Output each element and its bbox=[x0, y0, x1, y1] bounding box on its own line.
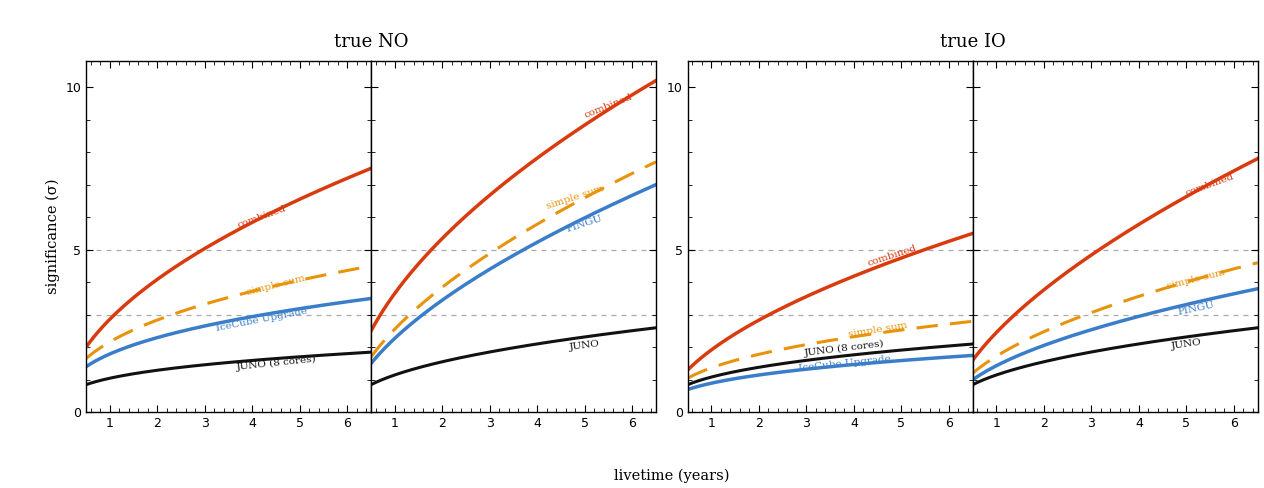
Text: combined: combined bbox=[1184, 172, 1236, 198]
Text: PINGU: PINGU bbox=[566, 214, 604, 234]
Y-axis label: significance (σ): significance (σ) bbox=[46, 179, 59, 294]
Text: combined: combined bbox=[866, 244, 918, 268]
Text: true IO: true IO bbox=[939, 33, 1006, 51]
Text: simple sum: simple sum bbox=[847, 320, 908, 339]
Text: combined: combined bbox=[583, 93, 635, 121]
Text: simple sum: simple sum bbox=[1165, 267, 1226, 290]
Text: IceCube Upgrade: IceCube Upgrade bbox=[798, 354, 891, 373]
Text: JUNO: JUNO bbox=[569, 339, 600, 352]
Text: PINGU: PINGU bbox=[1177, 300, 1215, 317]
Text: JUNO (8 cores): JUNO (8 cores) bbox=[804, 340, 885, 358]
Text: IceCube Upgrade: IceCube Upgrade bbox=[215, 306, 308, 333]
Text: simple sum: simple sum bbox=[546, 184, 605, 211]
Text: JUNO (8 cores): JUNO (8 cores) bbox=[235, 355, 316, 372]
Text: simple sum: simple sum bbox=[246, 274, 306, 297]
Text: true NO: true NO bbox=[334, 33, 408, 51]
Text: combined: combined bbox=[236, 204, 287, 230]
Text: livetime (years): livetime (years) bbox=[614, 469, 729, 483]
Text: JUNO: JUNO bbox=[1170, 337, 1202, 351]
